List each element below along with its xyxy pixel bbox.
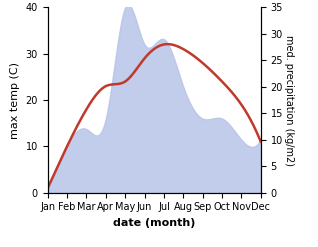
Y-axis label: max temp (C): max temp (C) [10,62,20,139]
X-axis label: date (month): date (month) [113,218,196,228]
Y-axis label: med. precipitation (kg/m2): med. precipitation (kg/m2) [284,35,294,165]
